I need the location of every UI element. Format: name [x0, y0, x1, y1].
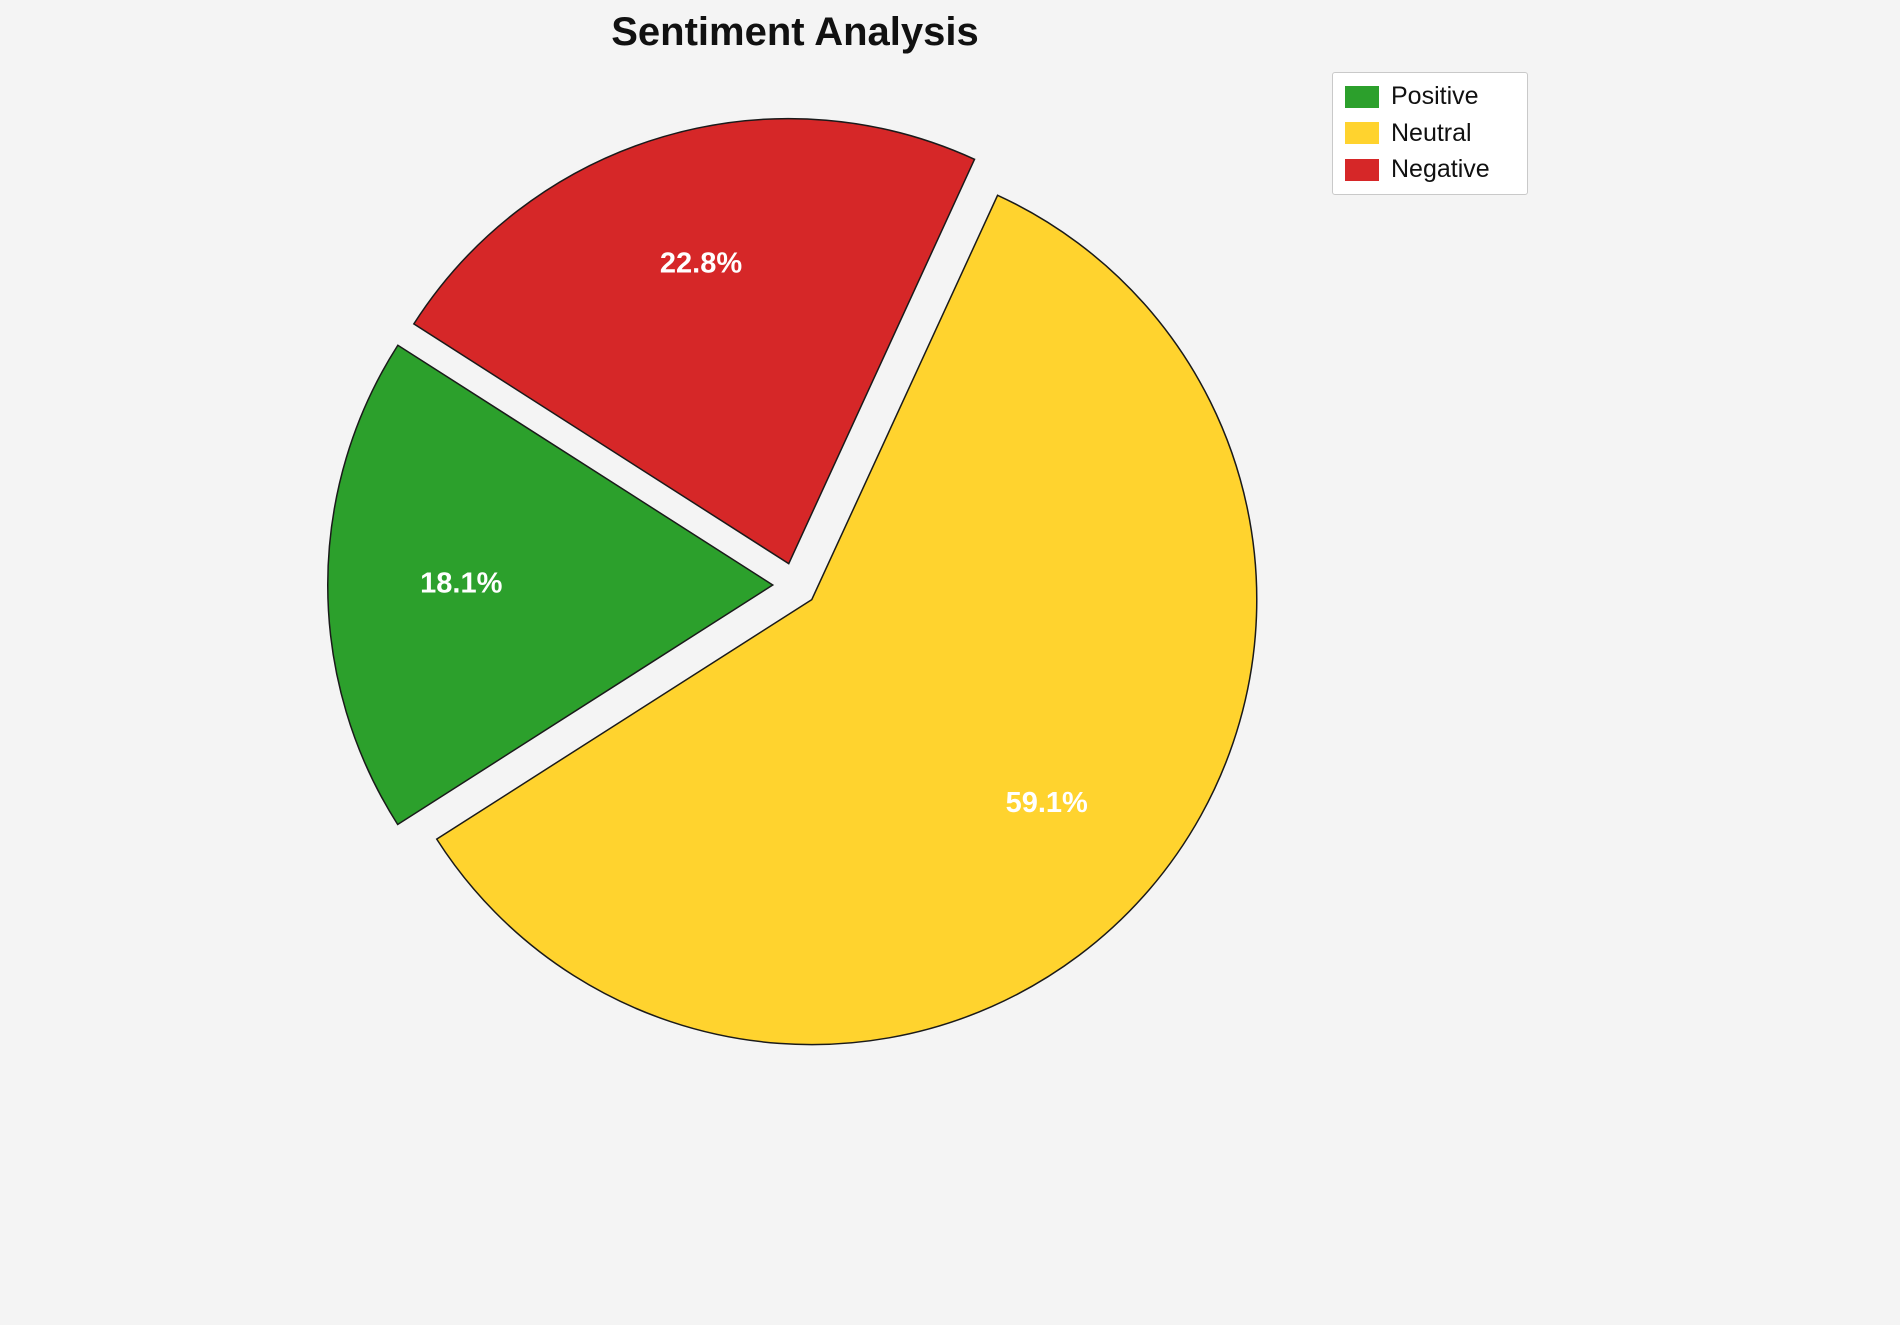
pie-slice-negative	[412, 117, 976, 565]
pie-percent-label-positive: 18.1%	[420, 568, 502, 600]
legend-swatch-negative	[1345, 158, 1379, 181]
chart-title: Sentiment Analysis	[611, 10, 979, 54]
legend-label-negative: Negative	[1391, 155, 1490, 183]
pie-percent-label-negative: 22.8%	[660, 247, 742, 279]
legend: Positive Neutral Negative	[1332, 72, 1528, 195]
legend-item-positive: Positive	[1345, 82, 1511, 111]
legend-item-neutral: Neutral	[1345, 118, 1511, 148]
legend-item-negative: Negative	[1345, 155, 1511, 184]
pie-slice-positive	[327, 344, 775, 826]
legend-swatch-positive	[1345, 85, 1379, 108]
pie-slice-neutral	[435, 194, 1258, 1046]
legend-label-neutral: Neutral	[1391, 118, 1472, 147]
legend-swatch-neutral	[1345, 122, 1379, 145]
legend-label-positive: Positive	[1391, 82, 1479, 110]
pie-percent-label-neutral: 59.1%	[1006, 787, 1088, 819]
